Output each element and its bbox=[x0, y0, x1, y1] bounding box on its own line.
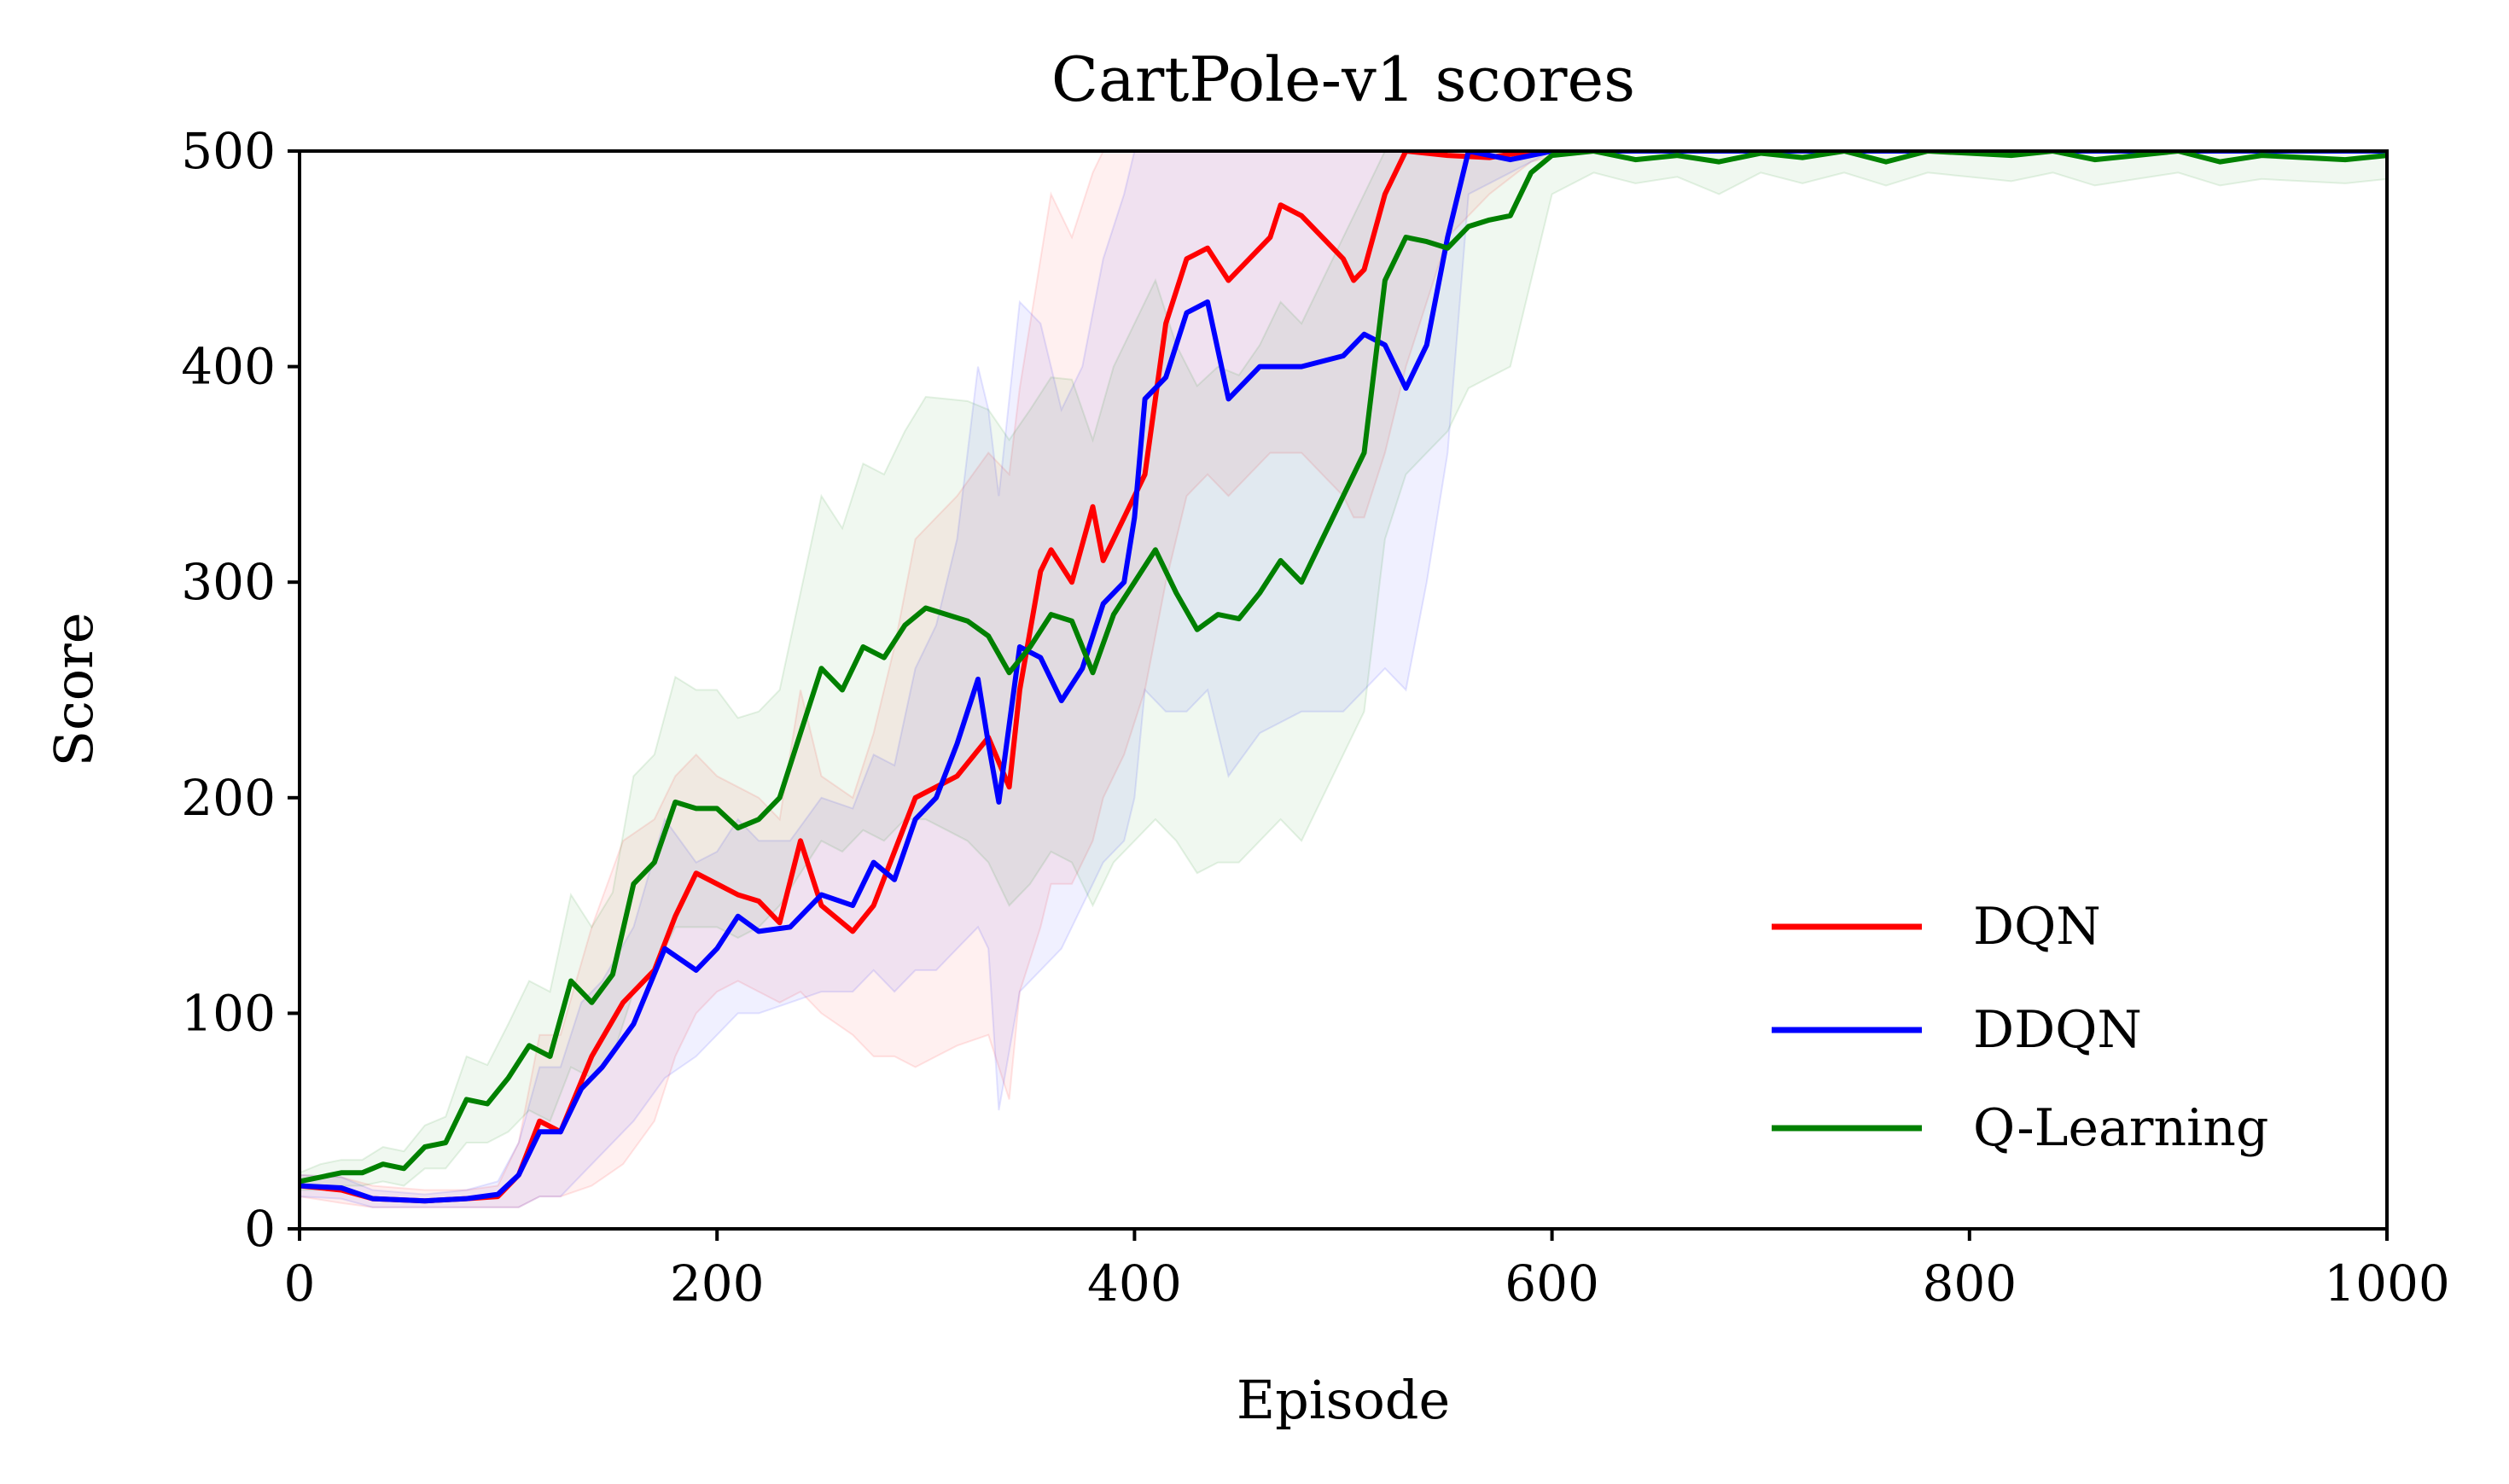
y-axis: 0 100 200 300 400 500 bbox=[181, 122, 300, 1258]
x-tick-label: 200 bbox=[670, 1254, 765, 1312]
legend: DQN DDQN Q-Learning bbox=[1772, 897, 2268, 1158]
y-tick-label: 300 bbox=[181, 553, 276, 611]
x-tick-label: 0 bbox=[284, 1254, 316, 1312]
x-tick-label: 800 bbox=[1922, 1254, 2017, 1312]
line-ddqn bbox=[300, 151, 2387, 1204]
y-tick-label: 0 bbox=[244, 1200, 276, 1258]
x-axis-label: Episode bbox=[1237, 1369, 1450, 1431]
y-tick-label: 100 bbox=[181, 984, 276, 1042]
line-q-learning bbox=[300, 151, 2387, 1184]
plot-frame bbox=[298, 149, 2389, 1231]
y-tick-label: 500 bbox=[181, 122, 276, 180]
y-axis-label: Score bbox=[43, 613, 105, 767]
chart-title: CartPole-v1 scores bbox=[1051, 44, 1635, 115]
band-dqn bbox=[300, 151, 2387, 1208]
x-tick-label: 600 bbox=[1505, 1254, 1599, 1312]
legend-label-dqn: DQN bbox=[1973, 897, 2101, 957]
band-ddqn bbox=[300, 151, 2387, 1208]
legend-label-ddqn: DDQN bbox=[1973, 1000, 2142, 1060]
legend-label-q-learning: Q-Learning bbox=[1973, 1098, 2268, 1158]
x-tick-label: 400 bbox=[1087, 1254, 1182, 1312]
x-axis: 0 200 400 600 800 1000 bbox=[284, 1229, 2450, 1312]
series-lines bbox=[300, 151, 2387, 1204]
x-tick-label: 1000 bbox=[2324, 1254, 2450, 1312]
line-dqn bbox=[300, 151, 2387, 1204]
y-tick-label: 200 bbox=[181, 769, 276, 827]
y-tick-label: 400 bbox=[181, 338, 276, 396]
band-q-learning bbox=[300, 151, 2387, 1191]
confidence-bands bbox=[300, 151, 2387, 1208]
